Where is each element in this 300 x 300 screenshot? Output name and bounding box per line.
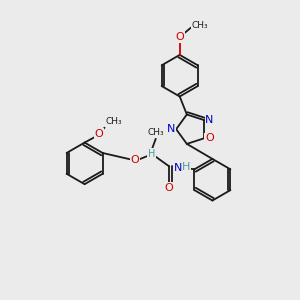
Text: O: O	[175, 32, 184, 42]
Text: H: H	[182, 162, 190, 172]
Text: O: O	[94, 129, 103, 139]
Text: CH₃: CH₃	[147, 128, 164, 137]
Text: O: O	[205, 133, 214, 143]
Text: N: N	[167, 124, 175, 134]
Text: O: O	[130, 155, 139, 165]
Text: CH₃: CH₃	[106, 117, 122, 126]
Text: O: O	[165, 183, 173, 193]
Text: CH₃: CH₃	[192, 21, 208, 30]
Text: N: N	[174, 163, 182, 172]
Text: N: N	[205, 115, 214, 125]
Text: H: H	[148, 148, 155, 159]
